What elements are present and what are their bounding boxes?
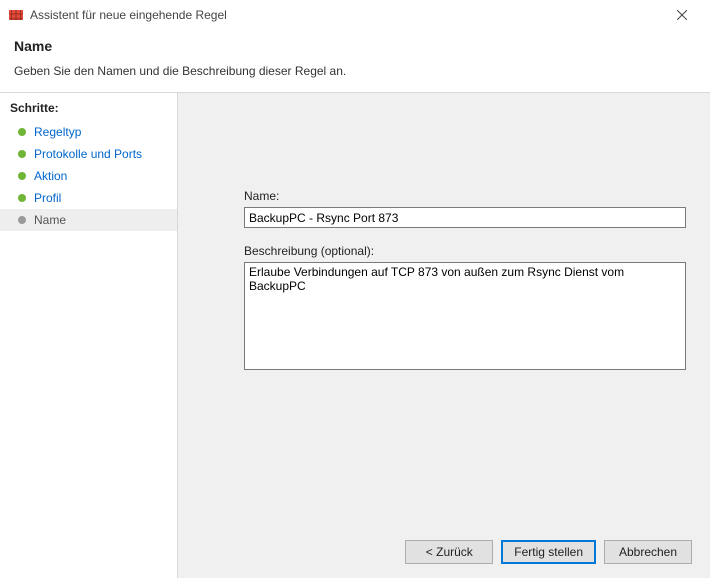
main-panel: Name: Beschreibung (optional): < Zurück …	[178, 93, 710, 578]
step-label: Aktion	[34, 169, 67, 183]
step-label: Regeltyp	[34, 125, 81, 139]
name-input[interactable]	[244, 207, 686, 228]
close-button[interactable]	[662, 0, 702, 30]
step-regeltyp[interactable]: Regeltyp	[0, 121, 177, 143]
step-bullet-icon	[18, 172, 26, 180]
wizard-header: Name Geben Sie den Namen und die Beschre…	[0, 30, 710, 93]
description-input[interactable]	[244, 262, 686, 370]
form-area: Name: Beschreibung (optional):	[244, 189, 686, 373]
step-name[interactable]: Name	[0, 209, 177, 231]
firewall-icon	[8, 7, 24, 23]
window-title: Assistent für neue eingehende Regel	[30, 8, 227, 22]
step-label: Profil	[34, 191, 61, 205]
step-protokolle-ports[interactable]: Protokolle und Ports	[0, 143, 177, 165]
step-label: Protokolle und Ports	[34, 147, 142, 161]
button-row: < Zurück Fertig stellen Abbrechen	[405, 540, 692, 564]
step-bullet-icon	[18, 194, 26, 202]
step-bullet-icon	[18, 150, 26, 158]
steps-sidebar: Schritte: Regeltyp Protokolle und Ports …	[0, 93, 178, 578]
step-bullet-icon	[18, 128, 26, 136]
steps-heading: Schritte:	[0, 99, 177, 121]
step-profil[interactable]: Profil	[0, 187, 177, 209]
description-label: Beschreibung (optional):	[244, 244, 686, 258]
cancel-button[interactable]: Abbrechen	[604, 540, 692, 564]
step-aktion[interactable]: Aktion	[0, 165, 177, 187]
wizard-body: Schritte: Regeltyp Protokolle und Ports …	[0, 93, 710, 578]
titlebar: Assistent für neue eingehende Regel	[0, 0, 710, 30]
page-title: Name	[14, 38, 696, 54]
page-subtitle: Geben Sie den Namen und die Beschreibung…	[14, 64, 696, 78]
step-bullet-icon	[18, 216, 26, 224]
back-button[interactable]: < Zurück	[405, 540, 493, 564]
step-label: Name	[34, 213, 66, 227]
finish-button[interactable]: Fertig stellen	[501, 540, 596, 564]
name-label: Name:	[244, 189, 686, 203]
